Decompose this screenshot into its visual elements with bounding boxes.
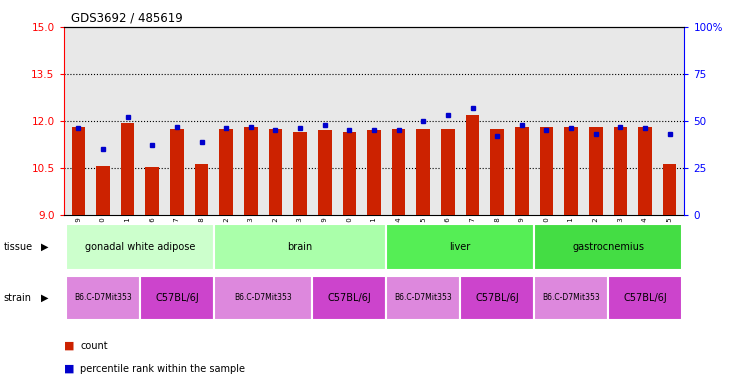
Bar [66, 276, 140, 320]
Bar [194, 164, 209, 215]
Text: GDS3692 / 485619: GDS3692 / 485619 [71, 12, 183, 25]
Text: brain: brain [287, 242, 313, 252]
Text: strain: strain [4, 293, 31, 303]
Bar [564, 127, 578, 215]
Bar [121, 122, 135, 215]
Bar [140, 276, 214, 320]
Bar [386, 223, 534, 270]
Bar [491, 129, 504, 215]
Bar [392, 129, 405, 215]
Text: tissue: tissue [4, 242, 33, 252]
Text: C57BL/6J: C57BL/6J [155, 293, 199, 303]
Bar [72, 127, 85, 215]
Bar [367, 130, 381, 215]
Text: B6.C-D7Mit353: B6.C-D7Mit353 [234, 293, 292, 303]
Bar [293, 132, 307, 215]
Bar [460, 276, 534, 320]
Text: C57BL/6J: C57BL/6J [623, 293, 667, 303]
Text: ▶: ▶ [41, 293, 49, 303]
Text: C57BL/6J: C57BL/6J [328, 293, 371, 303]
Bar [269, 129, 282, 215]
Bar [313, 276, 386, 320]
Bar [663, 164, 676, 215]
Bar [417, 129, 430, 215]
Bar [613, 127, 627, 215]
Bar [219, 129, 233, 215]
Bar [441, 129, 455, 215]
Text: B6.C-D7Mit353: B6.C-D7Mit353 [74, 293, 132, 303]
Bar [608, 276, 682, 320]
Bar [318, 130, 331, 215]
Bar [638, 127, 652, 215]
Bar [214, 276, 313, 320]
Bar [534, 276, 608, 320]
Bar [66, 223, 214, 270]
Bar [146, 167, 159, 215]
Text: ▶: ▶ [41, 242, 49, 252]
Bar [589, 127, 602, 215]
Bar [386, 276, 460, 320]
Bar [214, 223, 386, 270]
Bar [539, 127, 554, 215]
Text: gonadal white adipose: gonadal white adipose [85, 242, 195, 252]
Text: ■: ■ [64, 341, 74, 351]
Bar [515, 127, 529, 215]
Text: count: count [80, 341, 108, 351]
Text: B6.C-D7Mit353: B6.C-D7Mit353 [542, 293, 600, 303]
Bar [466, 115, 479, 215]
Text: gastrocnemius: gastrocnemius [572, 242, 644, 252]
Text: B6.C-D7Mit353: B6.C-D7Mit353 [394, 293, 452, 303]
Text: liver: liver [450, 242, 470, 252]
Bar [343, 132, 356, 215]
Bar [534, 223, 682, 270]
Text: percentile rank within the sample: percentile rank within the sample [80, 364, 245, 374]
Bar [170, 129, 184, 215]
Text: ■: ■ [64, 364, 74, 374]
Bar [96, 166, 110, 215]
Bar [244, 127, 257, 215]
Text: C57BL/6J: C57BL/6J [475, 293, 519, 303]
